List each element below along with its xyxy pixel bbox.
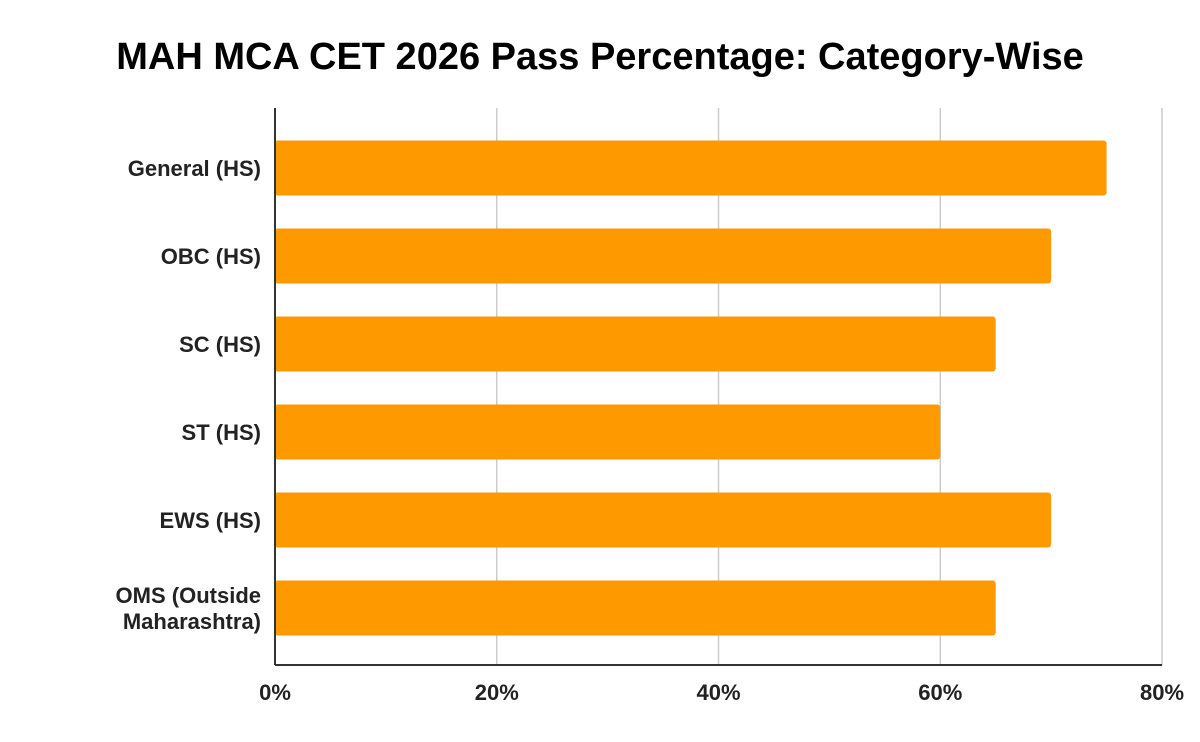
x-tick-label: 80% [1140,680,1184,705]
bar [275,404,941,460]
category-label: General (HS) [128,156,261,181]
x-tick-label: 40% [696,680,740,705]
category-label: OMS (Outside [116,583,261,608]
bar [275,316,996,372]
gridlines [496,108,1163,665]
chart-title: MAH MCA CET 2026 Pass Percentage: Catego… [116,36,1084,78]
bar [275,140,1107,196]
x-tick-label: 60% [918,680,962,705]
bars [275,140,1107,636]
category-label: OBC (HS) [161,244,261,269]
category-label: ST (HS) [182,420,261,445]
bar [275,580,996,636]
bar [275,492,1052,548]
x-tick-label: 20% [475,680,519,705]
x-tick-label: 0% [259,680,291,705]
x-tick-labels: 0% 20% 40% 60% 80% [259,680,1184,705]
category-labels: General (HS) OBC (HS) SC (HS) ST (HS) EWS (H… [116,156,261,634]
category-label: EWS (HS) [160,508,261,533]
category-label: Maharashtra) [123,609,261,634]
category-label: SC (HS) [179,332,261,357]
bar [275,228,1052,284]
